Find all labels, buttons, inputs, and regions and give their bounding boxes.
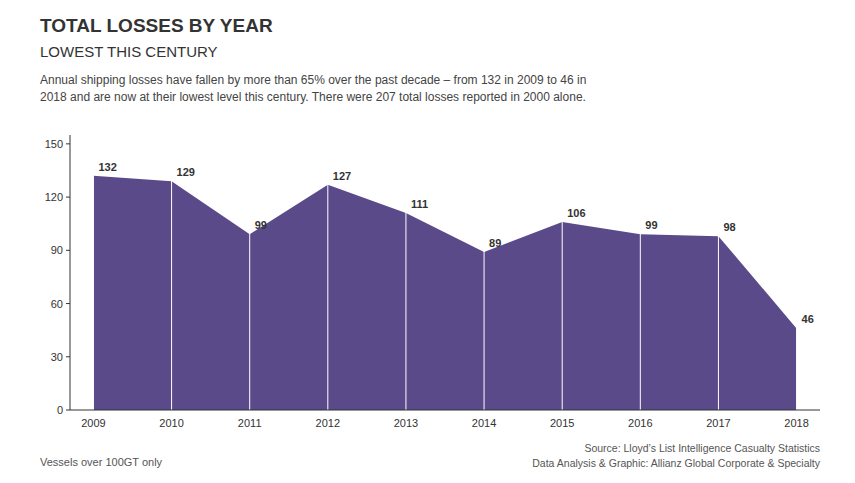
y-tick-label: 60 [51, 298, 63, 310]
source-note: Source: Lloyd’s List Intelligence Casual… [584, 442, 820, 454]
y-tick [66, 250, 70, 251]
grid-line [171, 135, 172, 410]
x-axis-line [70, 410, 820, 411]
grid-line [249, 135, 250, 410]
y-tick [66, 143, 70, 144]
grid-line [327, 135, 328, 410]
x-tick-label: 2016 [628, 417, 652, 429]
data-label: 89 [489, 237, 501, 249]
data-label: 46 [802, 313, 814, 325]
description: Annual shipping losses have fallen by mo… [40, 73, 586, 104]
data-label: 129 [177, 166, 195, 178]
x-tick-label: 2013 [394, 417, 418, 429]
y-tick [66, 197, 70, 198]
grid-line [640, 135, 641, 410]
x-tick-label: 2012 [316, 417, 340, 429]
subtitle: LOWEST THIS CENTURY [40, 43, 218, 60]
grid-line [562, 135, 563, 410]
credit-note: Data Analysis & Graphic: Allianz Global … [532, 457, 820, 469]
y-tick-label: 30 [51, 351, 63, 363]
x-tick-label: 2011 [238, 417, 262, 429]
y-tick-label: 120 [45, 191, 63, 203]
data-label: 132 [98, 161, 116, 173]
y-axis-line [70, 135, 71, 410]
plot-area [93, 135, 796, 410]
footnote: Vessels over 100GT only [40, 456, 163, 468]
y-tick [66, 410, 70, 411]
chart: TOTAL LOSSES BY YEAR LOWEST THIS CENTURY A… [0, 0, 855, 483]
y-tick-label: 90 [51, 244, 63, 256]
data-label: 98 [723, 221, 735, 233]
grid-line [93, 135, 94, 410]
title: TOTAL LOSSES BY YEAR [40, 15, 273, 36]
x-tick-label: 2014 [472, 417, 496, 429]
x-tick-label: 2010 [159, 417, 183, 429]
y-tick [66, 356, 70, 357]
y-tick-label: 0 [57, 404, 63, 416]
data-label: 127 [333, 170, 351, 182]
y-tick-label: 150 [45, 138, 63, 150]
x-tick-label: 2018 [784, 417, 808, 429]
data-label: 106 [567, 207, 585, 219]
data-label: 111 [411, 198, 428, 210]
grid-line [718, 135, 719, 410]
area [93, 176, 796, 410]
x-tick-label: 2015 [550, 417, 574, 429]
x-tick-label: 2017 [706, 417, 730, 429]
data-label: 99 [645, 219, 657, 231]
data-label: 99 [255, 219, 267, 231]
grid-line [405, 135, 406, 410]
x-tick-label: 2009 [81, 417, 105, 429]
y-tick [66, 303, 70, 304]
grid-line [484, 135, 485, 410]
grid-line [796, 135, 797, 410]
